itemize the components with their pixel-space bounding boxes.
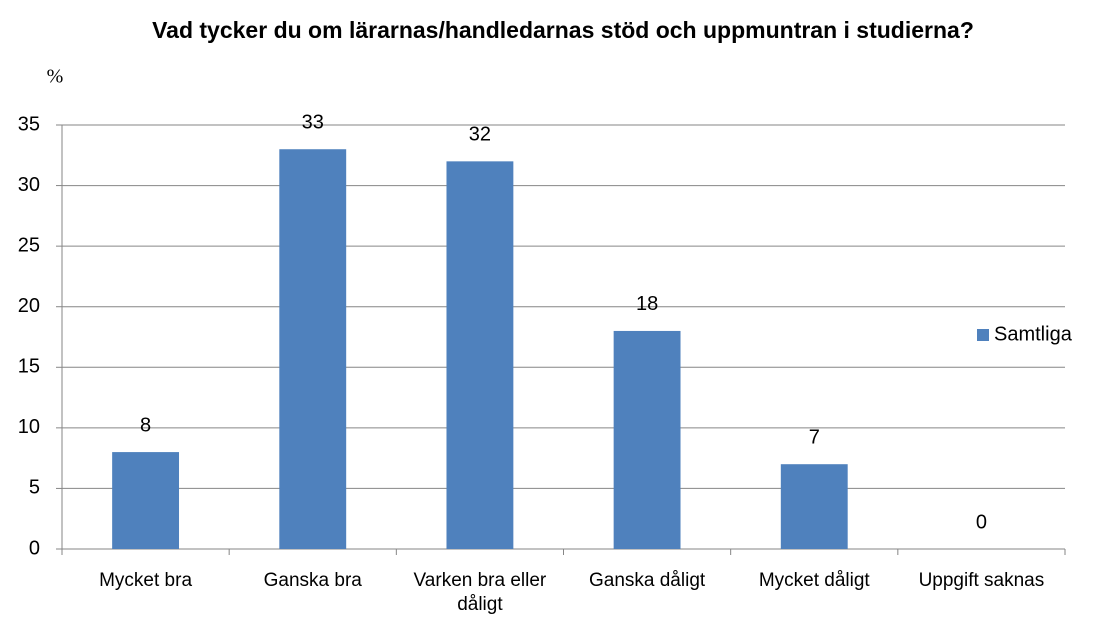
- y-tick-label: 35: [18, 113, 40, 135]
- y-tick-label: 10: [18, 416, 40, 438]
- data-label: 8: [140, 414, 151, 436]
- bar: [780, 464, 848, 549]
- x-tick-label: Mycket bra: [99, 570, 193, 591]
- legend-label: Samtliga: [994, 323, 1073, 345]
- bar: [613, 330, 681, 549]
- data-label: 33: [302, 112, 324, 134]
- data-label: 0: [976, 511, 987, 533]
- y-axis-label: %: [47, 66, 64, 88]
- bar: [279, 149, 347, 549]
- data-label: 32: [469, 124, 491, 146]
- bar: [446, 161, 514, 550]
- data-label: 18: [636, 293, 658, 315]
- x-tick-label: Ganska dåligt: [588, 570, 706, 591]
- chart-title: Vad tycker du om lärarnas/handledarnas s…: [152, 17, 974, 43]
- bar: [112, 452, 180, 549]
- x-tick-label: Uppgift saknas: [918, 570, 1045, 591]
- x-tick-label: Mycket dåligt: [758, 570, 870, 591]
- data-label: 7: [809, 426, 820, 448]
- x-tick-label: Varken bra eller dåligt: [413, 570, 547, 615]
- y-tick-label: 25: [18, 234, 40, 256]
- y-tick-label: 20: [18, 295, 40, 317]
- legend-swatch: [977, 329, 989, 341]
- y-tick-label: 0: [29, 537, 40, 559]
- y-tick-label: 30: [18, 174, 40, 196]
- y-tick-label: 15: [18, 356, 40, 378]
- x-tick-label: Ganska bra: [263, 570, 362, 591]
- y-tick-label: 5: [29, 477, 40, 499]
